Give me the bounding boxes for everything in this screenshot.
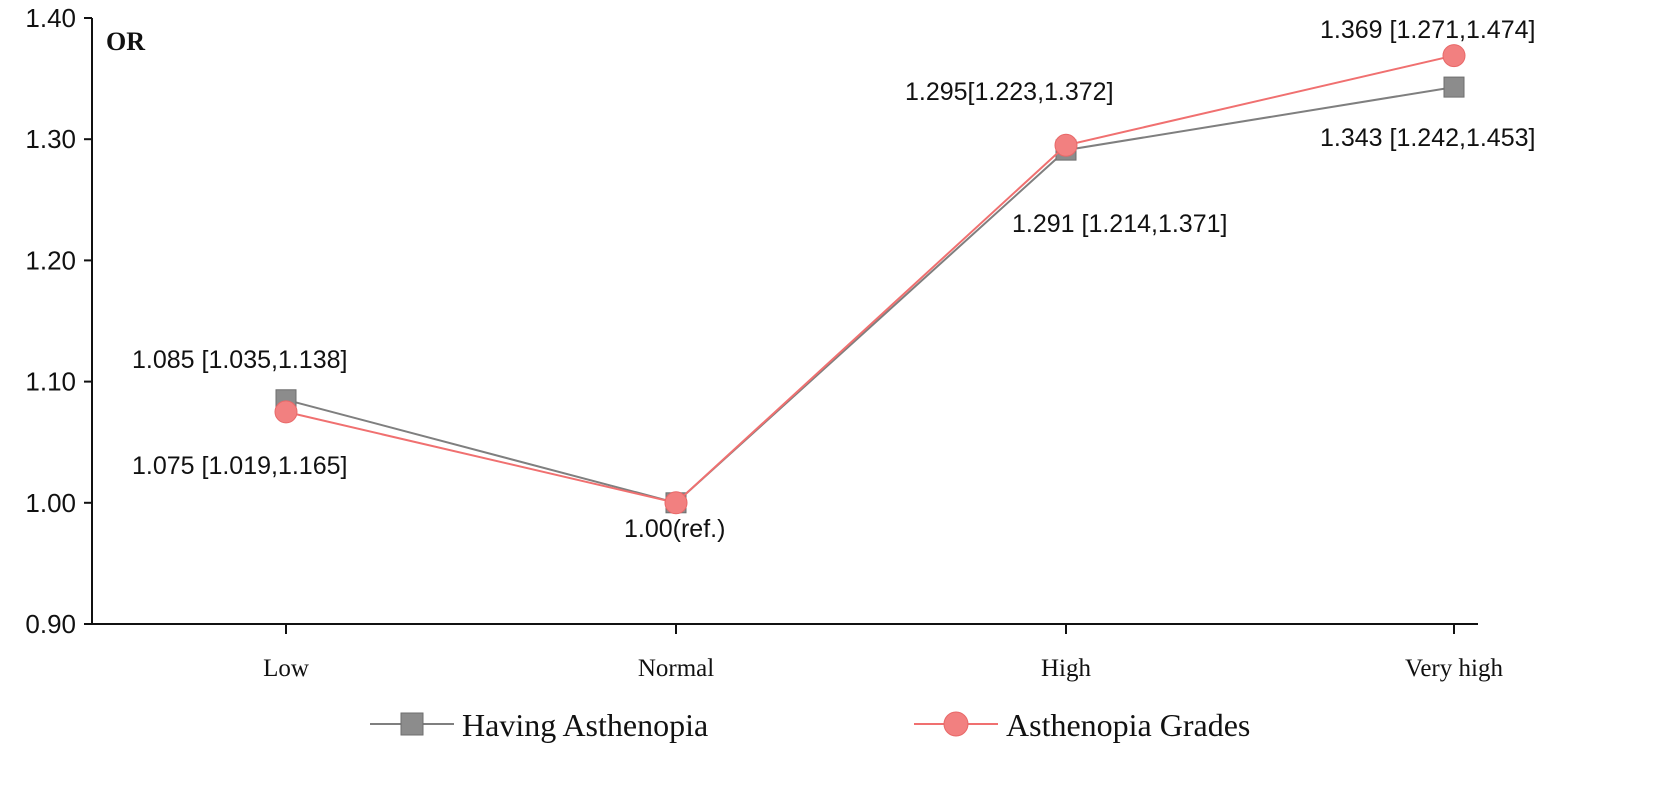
annotation-low-having: 1.085 [1.035,1.138] xyxy=(132,346,347,374)
annotation-normal-ref: 1.00(ref.) xyxy=(624,515,725,543)
y-tick-label: 1.30 xyxy=(25,124,76,154)
y-tick-label: 0.90 xyxy=(25,609,76,639)
annotation-low-grades: 1.075 [1.019,1.165] xyxy=(132,452,347,480)
legend-marker-circle xyxy=(943,711,969,737)
legend: Having Asthenopia Asthenopia Grades xyxy=(370,707,1250,743)
data-point-circle xyxy=(1442,44,1466,68)
legend-label-having: Having Asthenopia xyxy=(462,707,708,743)
x-tick-label: High xyxy=(1041,655,1092,682)
legend-label-grades: Asthenopia Grades xyxy=(1006,707,1250,743)
y-ticks: 0.90 1.00 1.10 1.20 1.30 1.40 xyxy=(25,3,92,639)
y-axis-label: OR xyxy=(106,27,145,56)
y-tick-label: 1.00 xyxy=(25,488,76,518)
data-point-circle xyxy=(664,491,688,515)
x-tick-label: Very high xyxy=(1405,655,1503,682)
series-line-having-asthenopia xyxy=(285,86,1455,504)
y-tick-label: 1.20 xyxy=(25,245,76,275)
x-tick-label: Normal xyxy=(638,655,714,682)
x-ticks: Low Normal High Very high xyxy=(263,624,1503,682)
x-tick-label: Low xyxy=(263,655,309,682)
data-point-circle xyxy=(1054,133,1078,157)
series-line-asthenopia-grades xyxy=(285,54,1455,504)
annotation-veryhigh-grades: 1.369 [1.271,1.474] xyxy=(1320,16,1535,44)
annotation-high-having: 1.291 [1.214,1.371] xyxy=(1012,210,1227,238)
series-layer xyxy=(274,44,1466,515)
y-tick-label: 1.40 xyxy=(25,3,76,33)
y-tick-label: 1.10 xyxy=(25,367,76,397)
data-point-square xyxy=(1443,76,1465,98)
annotation-high-grades: 1.295[1.223,1.372] xyxy=(905,78,1114,106)
legend-marker-square xyxy=(400,712,424,736)
annotation-veryhigh-having: 1.343 [1.242,1.453] xyxy=(1320,124,1535,152)
data-point-circle xyxy=(274,400,298,424)
